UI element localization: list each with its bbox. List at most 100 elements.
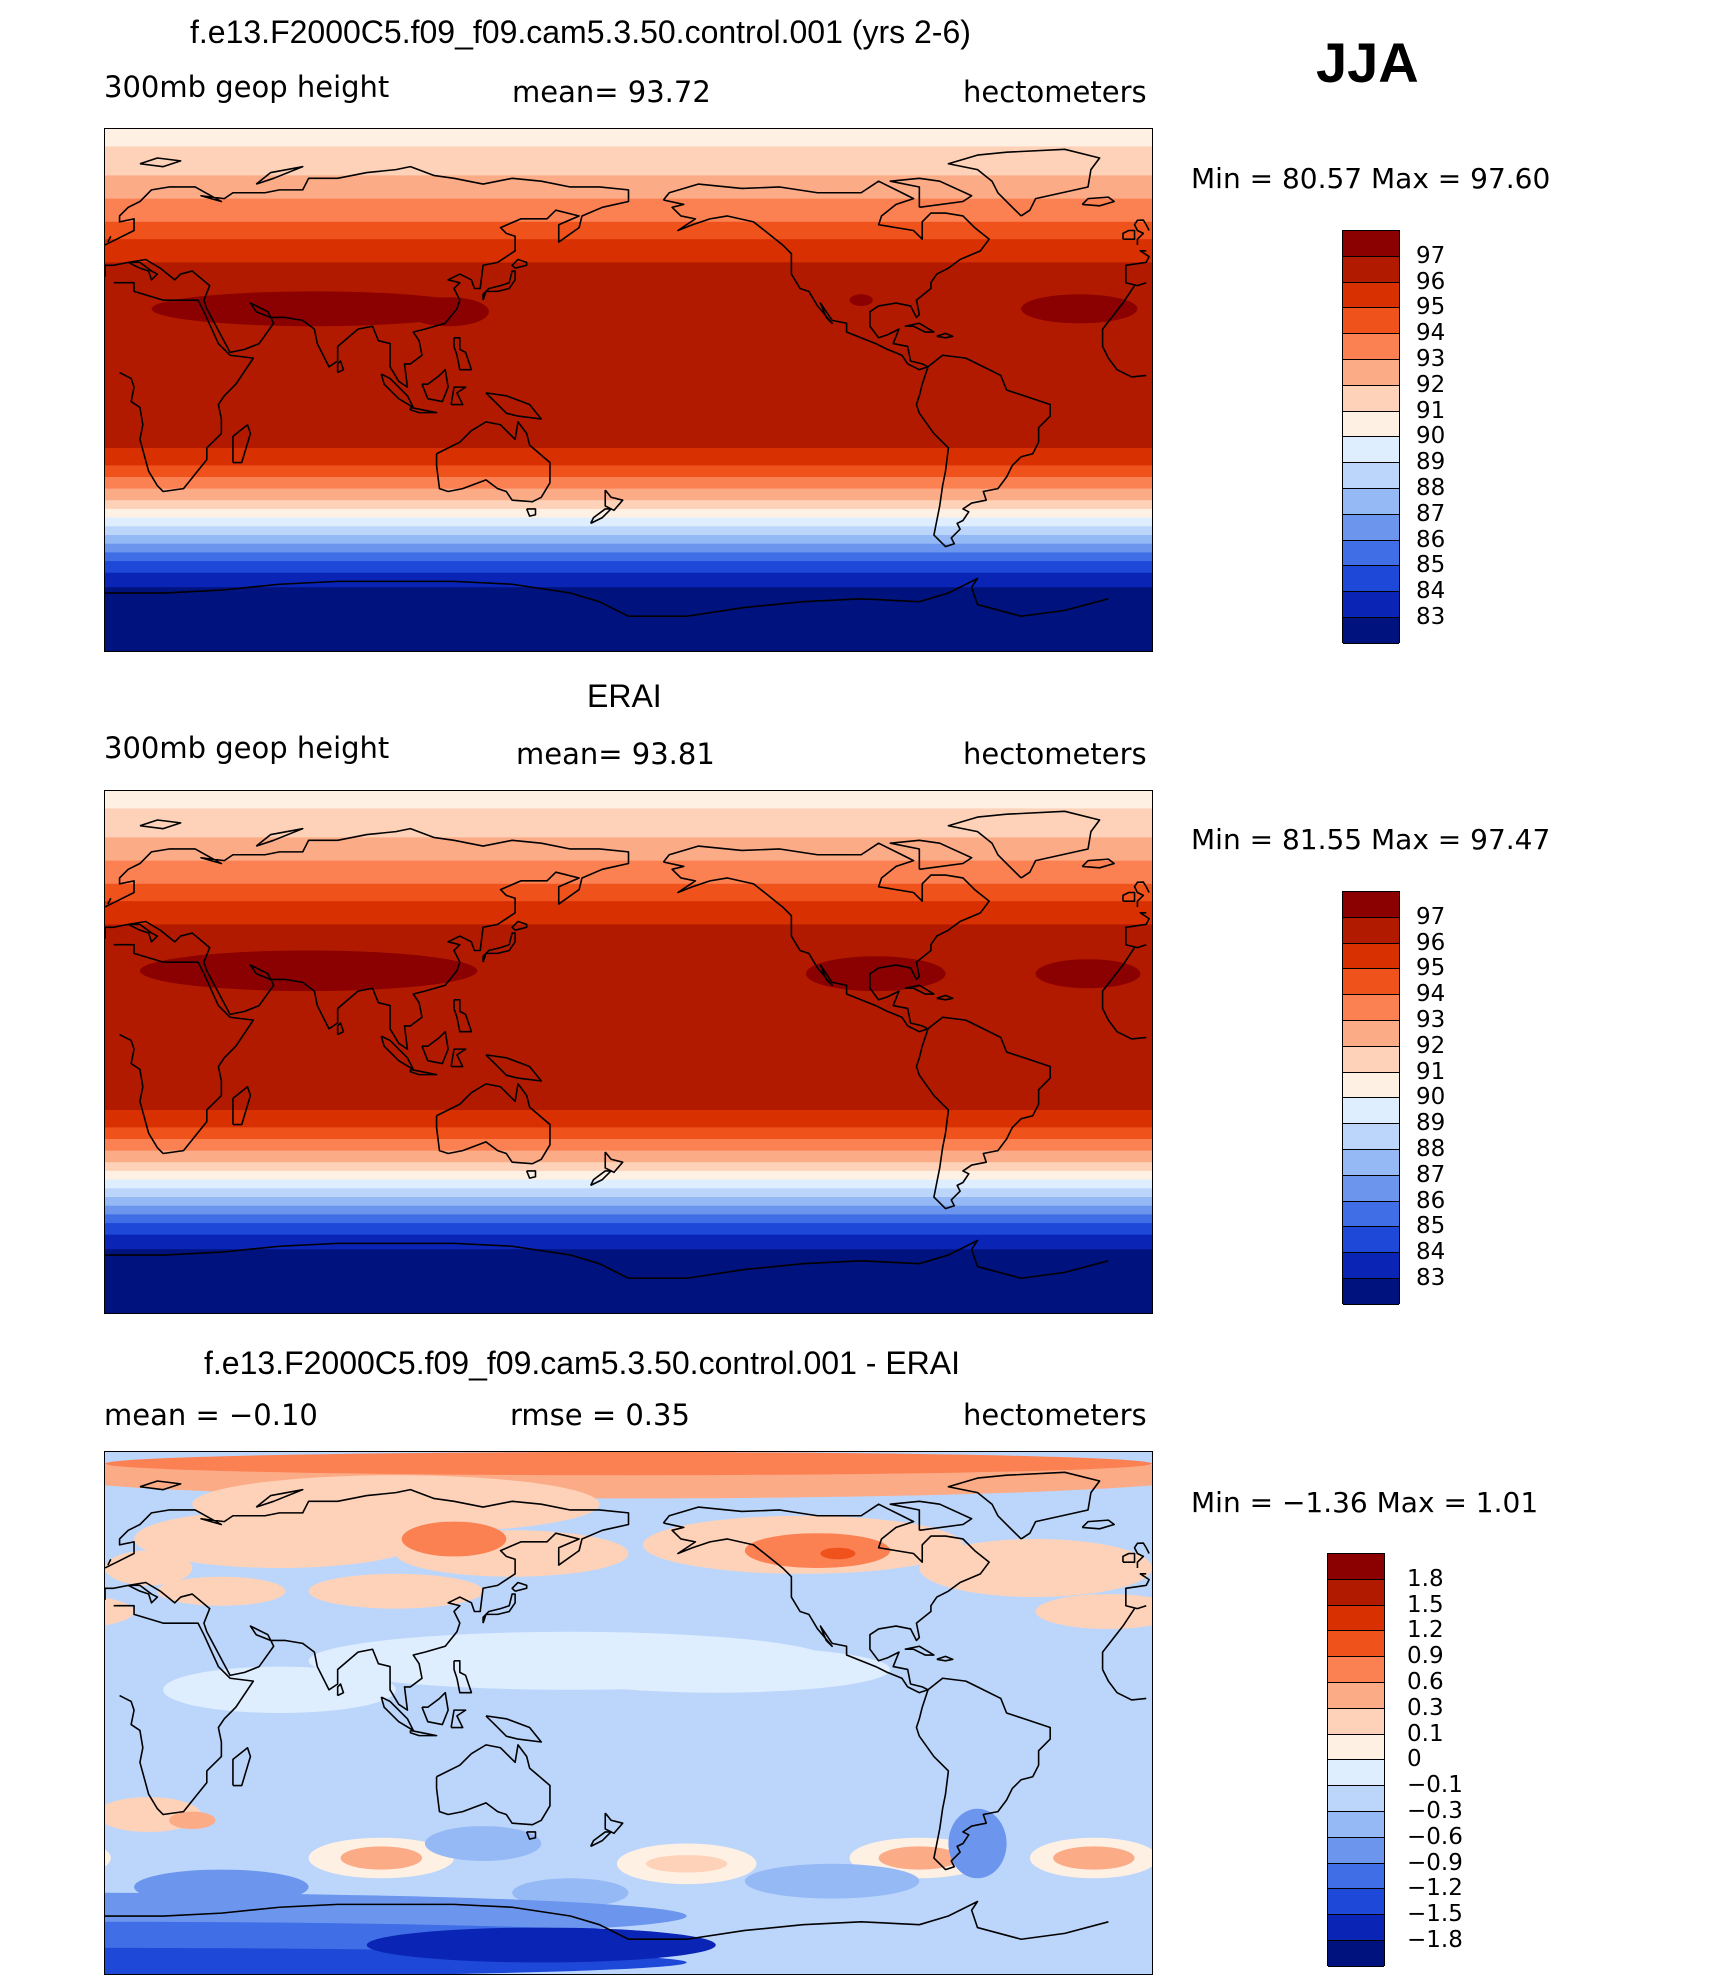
colorbar-swatch (1343, 1046, 1399, 1073)
panel-2-units-label: hectometers (963, 737, 1147, 771)
coastline (482, 1593, 516, 1624)
contour-band (105, 517, 1152, 527)
contour-band (105, 1179, 1152, 1189)
panel-1-map (104, 128, 1153, 652)
coastline (525, 1170, 537, 1179)
coastline (421, 1030, 449, 1065)
coastline (139, 157, 182, 168)
colorbar-tick-label: 96 (1416, 929, 1446, 956)
coastline (525, 508, 537, 517)
contour-blob (541, 1646, 891, 1693)
contour-maximum (805, 956, 946, 992)
contour-band (105, 1205, 1152, 1215)
colorbar-swatch (1343, 437, 1399, 464)
contour-band (105, 508, 1152, 519)
colorbar-swatch (1343, 892, 1399, 918)
coastline (511, 920, 528, 931)
coastline (409, 1068, 438, 1076)
contour-blob (105, 1597, 135, 1626)
contour-band (105, 552, 1152, 562)
colorbar-swatch (1328, 1812, 1384, 1838)
colorbar-tick-label: 1.2 (1407, 1617, 1444, 1644)
colorbar-swatch (1328, 1605, 1384, 1632)
contour-blob (340, 1846, 423, 1870)
colorbar-swatch (1343, 385, 1399, 412)
contour-blob (401, 1521, 507, 1557)
panel-2-mean-label: mean= 93.81 (516, 737, 715, 771)
coastline (450, 386, 467, 406)
colorbar-tick-label: 87 (1416, 500, 1446, 527)
coastline (604, 1151, 624, 1174)
colorbar-swatch (1343, 995, 1399, 1021)
coastline (1122, 891, 1136, 902)
contour-blob (744, 1533, 891, 1568)
panel-1-mean-label: mean= 93.72 (512, 75, 711, 109)
colorbar-swatch (1343, 282, 1399, 309)
colorbar-tick-label: 97 (1416, 903, 1446, 930)
colorbar-tick-label: 89 (1416, 449, 1446, 476)
colorbar-tick-label: 86 (1416, 526, 1446, 553)
map-plot (105, 791, 1152, 1313)
coastline (113, 943, 1147, 1155)
contour-band (105, 543, 1152, 553)
coastline (105, 250, 1150, 287)
coastline (450, 1709, 467, 1729)
colorbar-tick-label: 83 (1416, 1265, 1446, 1291)
contour-band (105, 500, 1152, 510)
coastline (105, 1903, 629, 1940)
colorbar-swatch (1328, 1631, 1384, 1658)
colorbar-tick-label: 85 (1416, 1213, 1446, 1240)
contour-blob (1035, 1594, 1152, 1629)
colorbar-swatch (1343, 969, 1399, 996)
coastline (105, 580, 629, 617)
colorbar-swatch (1328, 1915, 1384, 1941)
colorbar-swatch (1328, 1708, 1384, 1735)
contour-band (105, 1188, 1152, 1198)
contour-band (105, 1197, 1152, 1207)
coastline (936, 1655, 954, 1662)
coastline (947, 148, 1101, 217)
coastline (485, 1715, 543, 1743)
colorbar-tick-label: 0 (1407, 1746, 1422, 1773)
contour-band (105, 1170, 1152, 1181)
contour-band (105, 146, 1152, 176)
colorbar-tick-label: 90 (1416, 1084, 1446, 1111)
panel-1-variable-label: 300mb geop height (104, 70, 390, 104)
coastline (662, 1503, 990, 1694)
colorbar-swatch (1343, 917, 1399, 944)
coastline (107, 219, 1150, 245)
contour-blob (105, 1849, 111, 1867)
contour-maximum (849, 294, 873, 306)
coastline (435, 421, 551, 503)
contour-band (105, 901, 1152, 925)
colorbar-tick-label: 0.1 (1407, 1720, 1444, 1747)
colorbar-tick-label: −0.1 (1407, 1772, 1463, 1799)
colorbar-swatch (1328, 1941, 1384, 1967)
contour-band (105, 883, 1152, 902)
colorbar-swatch (1343, 1150, 1399, 1176)
coastline (255, 827, 304, 847)
coastline (904, 322, 935, 333)
colorbar-tick-label: −1.2 (1407, 1875, 1463, 1902)
contour-blob (948, 1808, 1007, 1879)
coastline (1081, 1519, 1115, 1530)
colorbar-tick-label: 87 (1416, 1161, 1446, 1188)
contour-band (105, 572, 1152, 588)
coastline (336, 1022, 345, 1036)
colorbar-swatch (1343, 618, 1399, 644)
colorbar-tick-label: 89 (1416, 1110, 1446, 1137)
contour-maximum (151, 291, 478, 327)
colorbar-swatch (1343, 943, 1399, 970)
colorbar-tick-label: 91 (1416, 1058, 1446, 1085)
contour-band (105, 1249, 1152, 1313)
colorbar-swatch (1343, 1072, 1399, 1099)
colorbar-swatch (1343, 1175, 1399, 1202)
panel-1-units-label: hectometers (963, 75, 1147, 109)
coastline (915, 1677, 1051, 1871)
colorbar-tick-label: 93 (1416, 1007, 1446, 1033)
colorbar-swatch (1328, 1863, 1384, 1890)
contour-blob (878, 1846, 961, 1870)
colorbar-tick-label: −0.9 (1407, 1849, 1463, 1876)
contour-band (105, 488, 1152, 501)
contour-blob (308, 1573, 484, 1609)
